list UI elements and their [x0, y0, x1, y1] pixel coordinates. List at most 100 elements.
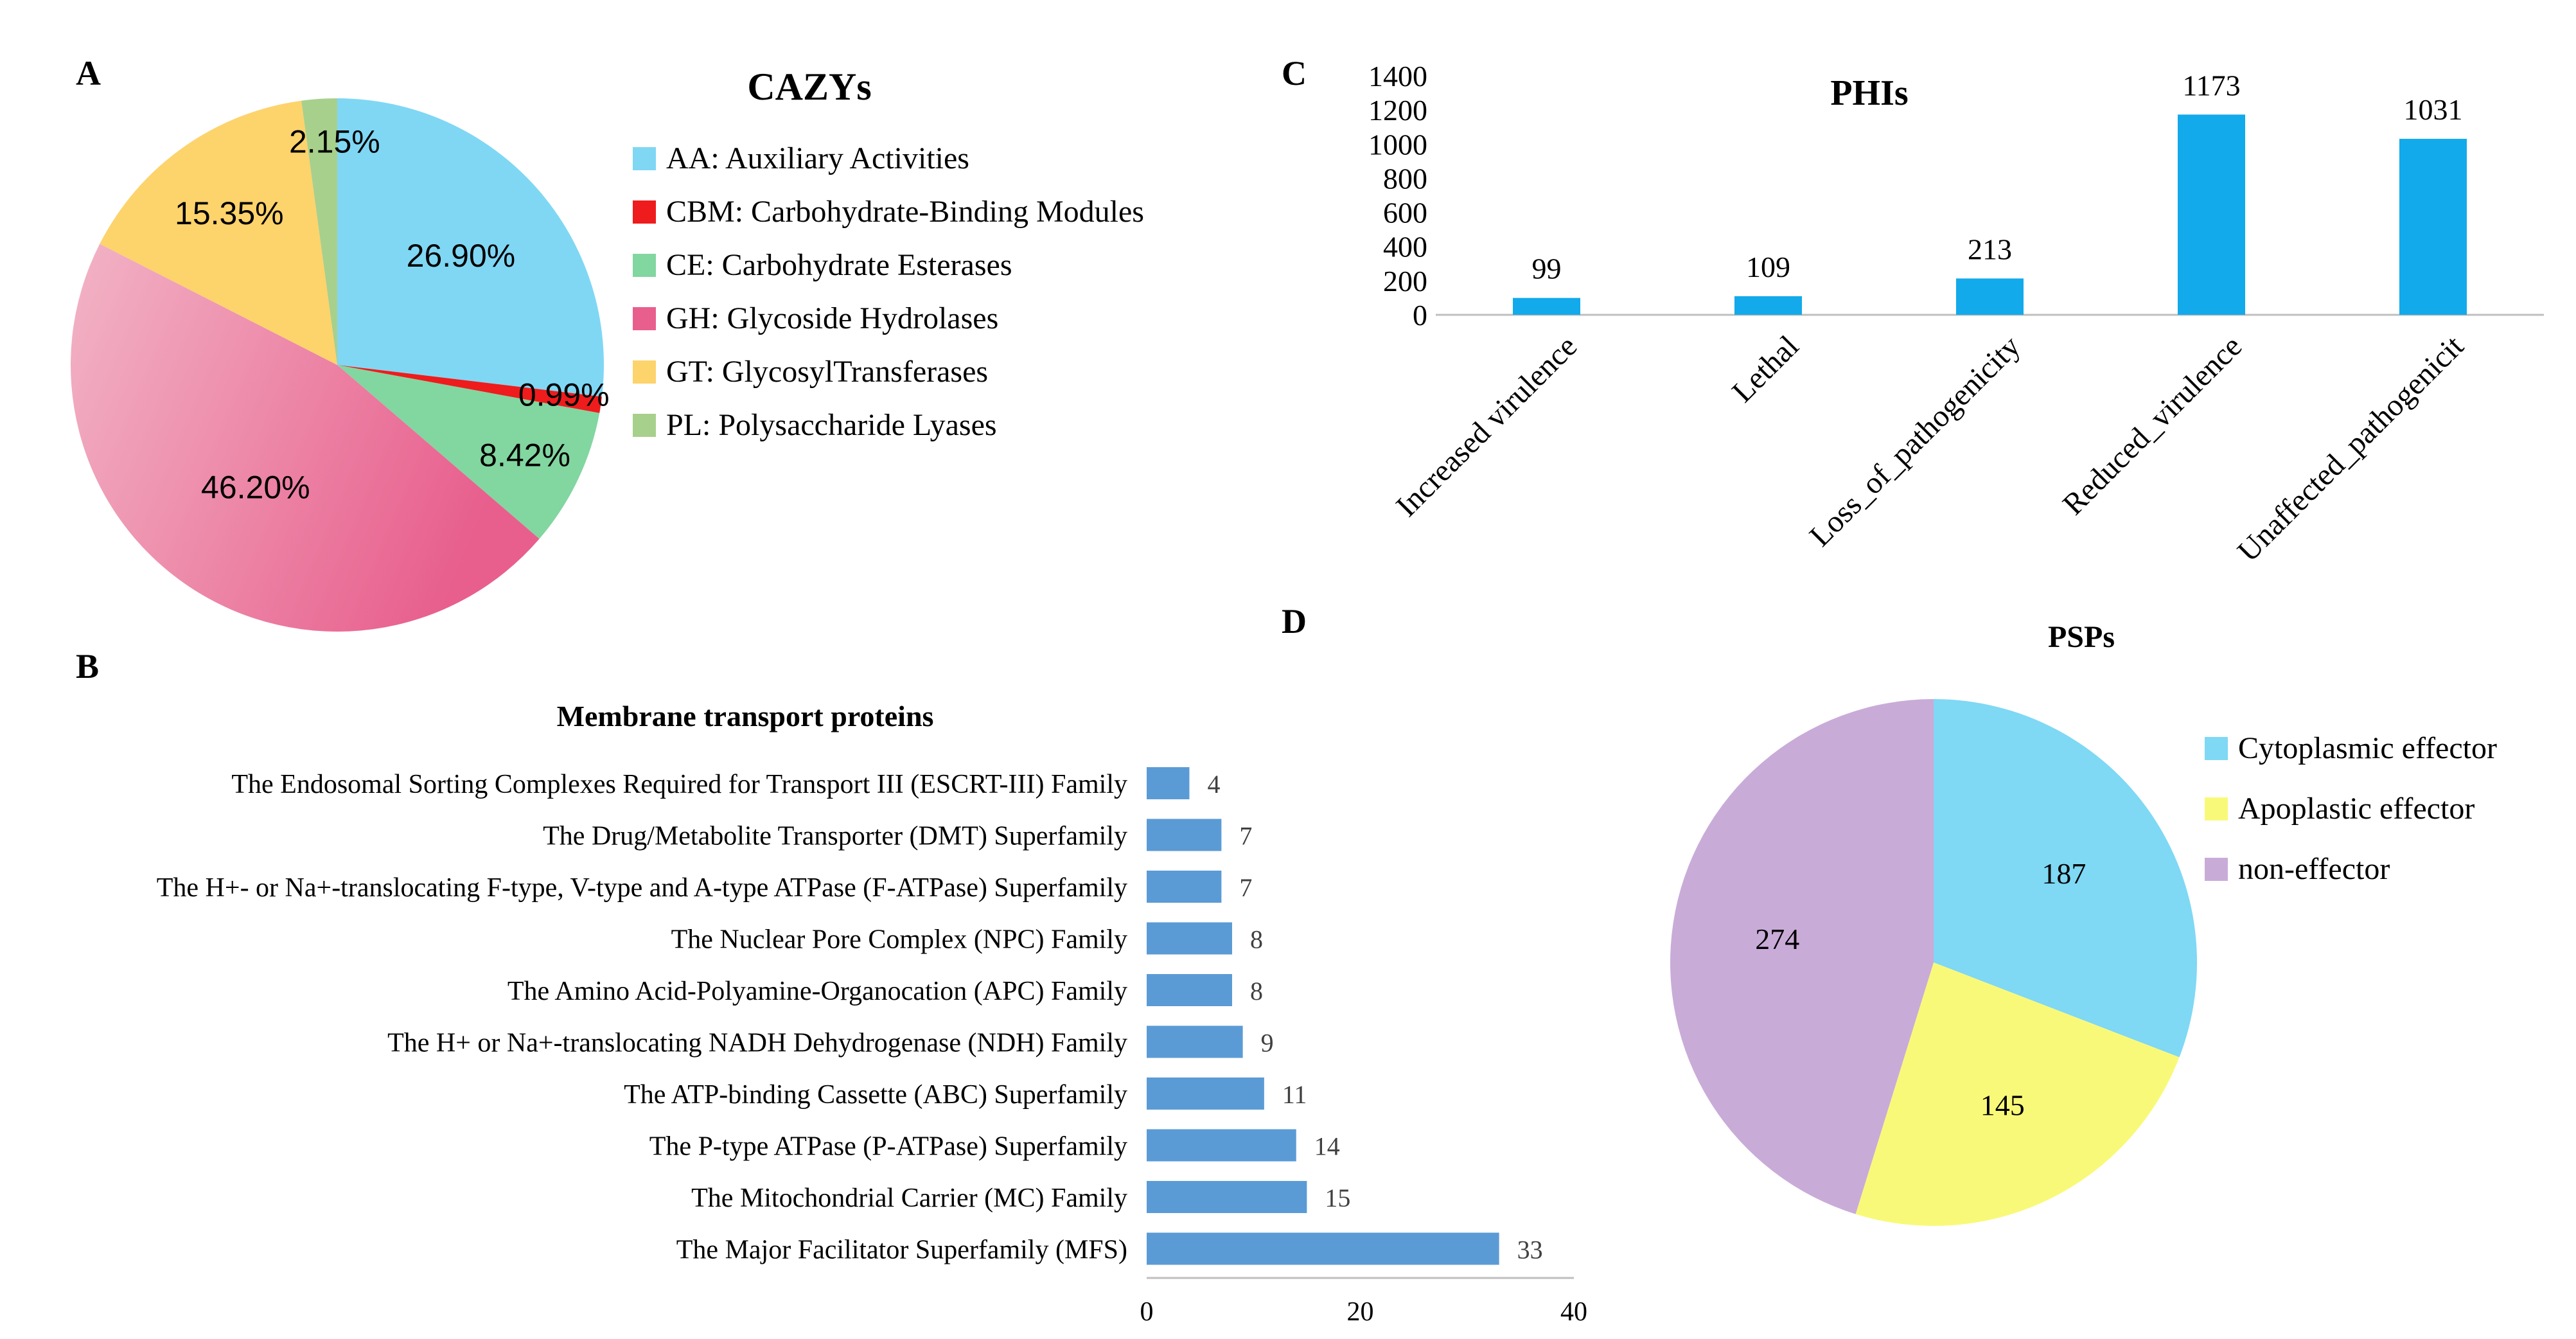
membrane-value-0: 4 [1208, 770, 1221, 799]
psps-pie-labels: 187 145 274 [1755, 857, 2086, 1122]
membrane-value-4: 8 [1250, 977, 1263, 1006]
psps-pie-chart: PSPs 187 145 274 Cytoplasmic effector Apopl… [1670, 620, 2497, 1227]
psps-pie-slices [1670, 699, 2197, 1227]
membrane-bar-6 [1147, 1077, 1264, 1110]
psps-label-non: 274 [1755, 923, 1799, 955]
cazys-legend-label-pl: PL: Polysaccharide Lyases [666, 408, 997, 442]
membrane-category-0: The Endosomal Sorting Complexes Required… [231, 770, 1127, 799]
cazys-label-gt: 15.35% [175, 195, 284, 231]
membrane-xtick-20: 20 [1347, 1297, 1374, 1327]
psps-slice-cyto [1934, 699, 2197, 1058]
cazys-legend-swatch-aa [633, 147, 656, 170]
psps-title: PSPs [2048, 620, 2115, 654]
cazys-slice-gt [100, 100, 338, 365]
phis-ytick-400: 400 [1383, 231, 1427, 263]
phis-bar-loss-of-pathogenicity [1956, 278, 2024, 315]
membrane-category-4: The Amino Acid-Polyamine-Organocation (A… [507, 977, 1127, 1006]
membrane-category-8: The Mitochondrial Carrier (MC) Family [691, 1184, 1127, 1213]
phis-category-reduced-virulence: Reduced_virulence [2056, 329, 2248, 521]
membrane-bar-9 [1147, 1232, 1499, 1265]
cazys-legend-label-cbm: CBM: Carbohydrate-Binding Modules [666, 195, 1144, 229]
panel-letter-d: D [1282, 602, 1307, 641]
panel-letter-c: C [1282, 54, 1307, 93]
psps-legend-swatch-cyto [2205, 737, 2228, 760]
psps-legend-swatch-apo [2205, 797, 2228, 820]
psps-legend: Cytoplasmic effector Apoplastic effector n… [2205, 731, 2497, 886]
cazys-label-gh: 46.20% [201, 470, 310, 506]
cazys-slice-pl [301, 98, 337, 365]
cazys-legend-swatch-gt [633, 360, 656, 384]
membrane-bar-2 [1147, 871, 1222, 903]
membrane-bar-7 [1147, 1129, 1296, 1162]
psps-label-cyto: 187 [2042, 857, 2086, 890]
membrane-value-6: 11 [1282, 1080, 1307, 1109]
membrane-value-9: 33 [1517, 1236, 1543, 1264]
membrane-category-7: The P-type ATPase (P-ATPase) Superfamily [649, 1132, 1127, 1162]
membrane-value-5: 9 [1261, 1029, 1274, 1058]
cazys-slice-cbm [337, 365, 603, 413]
cazys-label-ce: 8.42% [479, 438, 570, 474]
cazys-label-aa: 26.90% [407, 238, 516, 274]
psps-legend-label-apo: Apoplastic effector [2238, 792, 2475, 826]
membrane-value-2: 7 [1239, 873, 1252, 902]
membrane-bar-5 [1147, 1025, 1243, 1058]
membrane-value-7: 14 [1314, 1132, 1340, 1161]
cazys-title: CAZYs [747, 66, 871, 108]
cazys-pie-labels: 26.90% 0.99% 8.42% 46.20% 15.35%2.15% [175, 123, 610, 505]
membrane-category-5: The H+ or Na+-translocating NADH Dehydro… [387, 1029, 1127, 1058]
phis-ytick-0: 0 [1413, 299, 1427, 332]
cazys-legend: AA: Auxiliary Activities CBM: Carbohydrat… [633, 141, 1144, 442]
membrane-xtick-40: 40 [1560, 1297, 1587, 1327]
phis-value-reduced-virulence: 1173 [2182, 69, 2240, 102]
cazys-pie-chart: CAZYs 26.90%0.99%8.42%46.20%15.35%2.15% … [70, 66, 1144, 632]
psps-legend-label-non: non-effector [2238, 852, 2390, 886]
phis-value-loss-of-pathogenicity: 213 [1968, 233, 2012, 265]
cazys-pie-slices [70, 98, 604, 632]
membrane-bar-3 [1147, 922, 1232, 955]
phis-ytick-200: 200 [1383, 265, 1427, 297]
phis-category-unaffected-pathogenicit: Unaffected_pathogenicit [2231, 329, 2471, 569]
cazys-legend-swatch-ce [633, 254, 656, 277]
cazys-slice-ce [337, 365, 600, 539]
membrane-bar-0 [1147, 767, 1190, 799]
membrane-category-labels: The Endosomal Sorting Complexes Required… [157, 770, 1127, 1265]
membrane-category-1: The Drug/Metabolite Transporter (DMT) Su… [543, 822, 1127, 851]
cazys-legend-label-ce: CE: Carbohydrate Esterases [666, 248, 1012, 282]
phis-title: PHIs [1830, 73, 1908, 113]
cazys-slice-aa [337, 98, 604, 397]
cazys-label-cbm: 0.99% [518, 377, 610, 413]
psps-legend-swatch-non [2205, 858, 2228, 881]
phis-bar-unaffected-pathogenicit [2399, 139, 2467, 315]
phis-ytick-1000: 1000 [1368, 128, 1427, 161]
cazys-legend-label-gh: GH: Glycoside Hydrolases [666, 301, 998, 335]
phis-bar-lethal [1734, 296, 1802, 315]
panel-letter-a: A [76, 54, 101, 93]
membrane-category-6: The ATP-binding Cassette (ABC) Superfami… [624, 1080, 1127, 1110]
cazys-legend-label-aa: AA: Auxiliary Activities [666, 141, 969, 175]
membrane-category-2: The H+- or Na+-translocating F-type, V-t… [157, 873, 1127, 903]
membrane-x-axis: 0 20 40 [1140, 1277, 1587, 1327]
phis-ytick-800: 800 [1383, 162, 1427, 195]
psps-label-apo: 145 [1981, 1088, 2025, 1121]
psps-legend-label-cyto: Cytoplasmic effector [2238, 731, 2497, 765]
phis-ytick-600: 600 [1383, 197, 1427, 229]
membrane-value-3: 8 [1250, 925, 1263, 954]
phis-value-lethal: 109 [1746, 251, 1790, 283]
phis-category-loss-of-pathogenicity: Loss_of_pathogenicity [1803, 329, 2027, 553]
phis-value-unaffected-pathogenicit: 1031 [2404, 93, 2463, 126]
psps-slice-apo [1855, 962, 2180, 1227]
membrane-category-9: The Major Facilitator Superfamily (MFS) [676, 1236, 1127, 1265]
cazys-legend-label-gt: GT: GlycosylTransferases [666, 355, 988, 389]
phis-category-lethal: Lethal [1725, 329, 1805, 409]
phis-bar-reduced-virulence [2178, 114, 2245, 315]
cazys-legend-swatch-gh [633, 307, 656, 330]
membrane-value-1: 7 [1239, 822, 1252, 851]
panel-letter-b: B [76, 647, 99, 686]
phis-value-increased-virulence: 99 [1532, 253, 1562, 285]
cazys-legend-swatch-cbm [633, 200, 656, 224]
membrane-bar-1 [1147, 819, 1222, 851]
